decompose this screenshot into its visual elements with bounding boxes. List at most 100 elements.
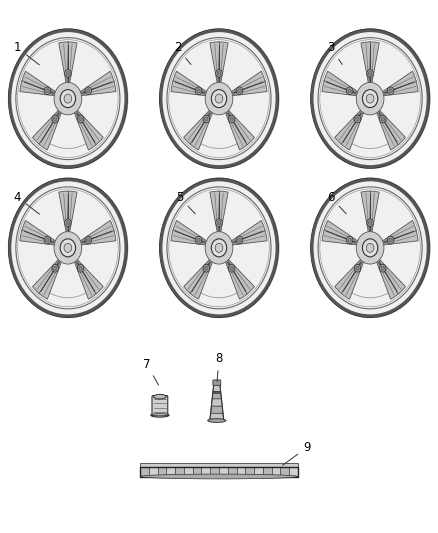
Ellipse shape bbox=[60, 90, 76, 108]
Ellipse shape bbox=[381, 117, 385, 121]
Ellipse shape bbox=[368, 221, 372, 224]
Polygon shape bbox=[81, 230, 116, 245]
Ellipse shape bbox=[236, 236, 243, 244]
Polygon shape bbox=[324, 71, 358, 93]
Polygon shape bbox=[22, 221, 56, 243]
Polygon shape bbox=[32, 259, 60, 294]
Polygon shape bbox=[211, 406, 223, 413]
Polygon shape bbox=[231, 71, 265, 93]
Ellipse shape bbox=[52, 115, 59, 123]
Ellipse shape bbox=[44, 87, 51, 95]
Bar bbox=[254, 467, 263, 477]
Polygon shape bbox=[324, 221, 358, 243]
Polygon shape bbox=[59, 191, 68, 233]
Bar bbox=[140, 467, 149, 477]
Polygon shape bbox=[74, 261, 97, 299]
Ellipse shape bbox=[354, 264, 361, 272]
Bar bbox=[184, 467, 193, 477]
Ellipse shape bbox=[387, 87, 394, 95]
Ellipse shape bbox=[238, 89, 241, 93]
Ellipse shape bbox=[356, 117, 359, 121]
Ellipse shape bbox=[217, 71, 221, 75]
Ellipse shape bbox=[205, 232, 233, 264]
Polygon shape bbox=[227, 259, 254, 294]
Ellipse shape bbox=[230, 266, 233, 270]
Polygon shape bbox=[190, 261, 213, 299]
Bar bbox=[140, 467, 298, 477]
Ellipse shape bbox=[215, 94, 223, 103]
Ellipse shape bbox=[64, 94, 72, 103]
Polygon shape bbox=[382, 221, 416, 243]
Ellipse shape bbox=[367, 69, 373, 77]
Ellipse shape bbox=[52, 264, 59, 272]
Polygon shape bbox=[219, 191, 228, 233]
Ellipse shape bbox=[65, 69, 71, 77]
Ellipse shape bbox=[53, 266, 57, 270]
Polygon shape bbox=[173, 71, 207, 93]
Bar bbox=[289, 467, 298, 477]
Text: 1: 1 bbox=[14, 42, 39, 65]
Polygon shape bbox=[341, 261, 364, 299]
Ellipse shape bbox=[215, 244, 223, 252]
Bar bbox=[175, 467, 184, 477]
Polygon shape bbox=[76, 259, 103, 294]
Ellipse shape bbox=[366, 94, 374, 103]
Polygon shape bbox=[184, 110, 211, 145]
Ellipse shape bbox=[87, 89, 90, 93]
Polygon shape bbox=[383, 230, 418, 245]
Ellipse shape bbox=[313, 31, 427, 166]
Ellipse shape bbox=[379, 264, 386, 272]
Ellipse shape bbox=[66, 221, 70, 224]
Ellipse shape bbox=[11, 31, 125, 166]
Ellipse shape bbox=[348, 89, 351, 93]
Polygon shape bbox=[171, 80, 206, 96]
Ellipse shape bbox=[44, 236, 51, 244]
Ellipse shape bbox=[151, 413, 169, 417]
Ellipse shape bbox=[203, 115, 210, 123]
Polygon shape bbox=[227, 110, 254, 145]
Bar bbox=[228, 467, 237, 477]
Ellipse shape bbox=[77, 264, 84, 272]
Ellipse shape bbox=[205, 117, 208, 121]
Bar bbox=[245, 467, 254, 477]
Bar bbox=[210, 467, 219, 477]
Polygon shape bbox=[212, 392, 222, 399]
Ellipse shape bbox=[228, 264, 235, 272]
Ellipse shape bbox=[205, 83, 233, 115]
Ellipse shape bbox=[211, 90, 227, 108]
Ellipse shape bbox=[85, 236, 92, 244]
Polygon shape bbox=[361, 42, 371, 84]
Ellipse shape bbox=[313, 181, 427, 315]
Ellipse shape bbox=[368, 71, 372, 75]
Bar bbox=[140, 463, 298, 467]
Ellipse shape bbox=[208, 419, 226, 422]
Polygon shape bbox=[80, 221, 114, 243]
Polygon shape bbox=[219, 42, 228, 84]
Ellipse shape bbox=[236, 87, 243, 95]
Polygon shape bbox=[376, 111, 399, 150]
Ellipse shape bbox=[211, 239, 227, 257]
Ellipse shape bbox=[53, 117, 57, 121]
Polygon shape bbox=[341, 111, 364, 150]
Ellipse shape bbox=[389, 89, 392, 93]
Polygon shape bbox=[173, 221, 207, 243]
Ellipse shape bbox=[79, 117, 82, 121]
Polygon shape bbox=[80, 71, 114, 93]
Bar bbox=[149, 467, 158, 477]
Polygon shape bbox=[232, 230, 267, 245]
Text: 8: 8 bbox=[215, 352, 223, 382]
Ellipse shape bbox=[348, 238, 351, 242]
Polygon shape bbox=[383, 80, 418, 96]
Ellipse shape bbox=[11, 181, 125, 315]
Bar bbox=[237, 467, 245, 477]
Polygon shape bbox=[361, 191, 371, 233]
Ellipse shape bbox=[54, 83, 82, 115]
Polygon shape bbox=[190, 111, 213, 150]
Bar bbox=[166, 467, 175, 477]
Ellipse shape bbox=[346, 236, 353, 244]
Ellipse shape bbox=[79, 266, 82, 270]
Ellipse shape bbox=[238, 238, 241, 242]
Text: 5: 5 bbox=[176, 191, 195, 214]
Polygon shape bbox=[210, 42, 219, 84]
Ellipse shape bbox=[195, 236, 202, 244]
